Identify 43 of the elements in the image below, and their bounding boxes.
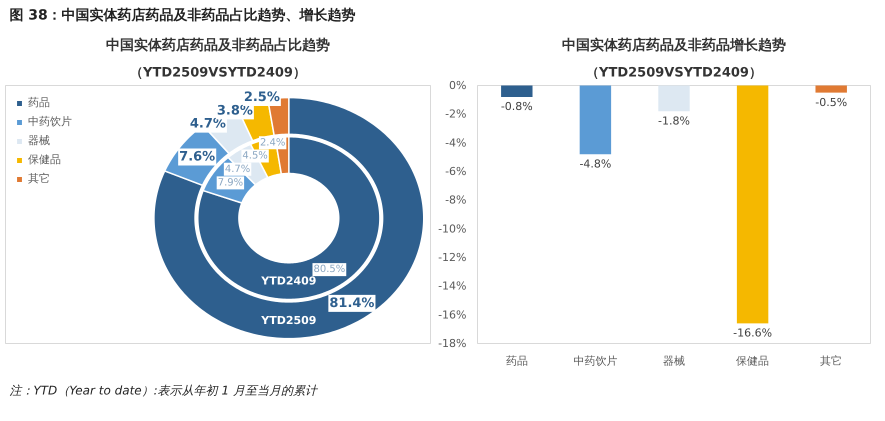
x-tick-label: 其它 <box>820 354 842 368</box>
legend-label: 药品 <box>28 95 50 110</box>
chart-title: 中国实体药店药品及非药品增长趋势 <box>562 36 786 54</box>
text: 7.6% <box>179 150 216 165</box>
slice-label: YTD2409 <box>260 274 316 288</box>
y-tick-label: -4% <box>445 136 466 150</box>
text: 注：YTD（Year to date）:表示从年初 1 月至当月的累计 <box>9 384 319 398</box>
x-tick-label: 保健品 <box>736 354 770 368</box>
legend-label: 器械 <box>28 133 50 148</box>
chart-title: 中国实体药店药品及非药品占比趋势 <box>106 36 330 54</box>
legend-label: 其它 <box>28 171 50 186</box>
slice-label: YTD2509 <box>260 314 316 327</box>
y-tick-label: -16% <box>438 308 467 322</box>
text: 81.4% <box>329 296 374 311</box>
text: 2.5% <box>244 90 280 106</box>
x-tick-label: 药品 <box>506 354 528 368</box>
text: 4.5% <box>242 150 268 162</box>
text: 2.4% <box>260 137 286 148</box>
data-label: -1.8% <box>658 114 690 128</box>
x-tick-label: 器械 <box>663 354 685 368</box>
data-label: -4.8% <box>579 157 612 170</box>
text: 4.7% <box>190 116 226 132</box>
y-tick-label: -18% <box>438 337 467 350</box>
text: 80.5% <box>313 264 346 276</box>
data-label: -16.6% <box>733 326 772 340</box>
y-tick-label: -10% <box>438 222 467 236</box>
y-tick-label: -6% <box>445 165 466 178</box>
chart-subtitle: （YTD2509VSYTD2409） <box>130 66 306 80</box>
y-tick-label: -2% <box>445 108 466 121</box>
data-label: -0.8% <box>500 100 533 114</box>
legend-label: 保健品 <box>28 152 61 167</box>
text: 3.8% <box>216 103 253 118</box>
x-tick-label: 中药饮片 <box>573 354 618 368</box>
caption: 图 38：中国实体药店药品及非药品占比趋势、增长趋势 <box>9 6 356 24</box>
legend-label: 中药饮片 <box>28 114 72 129</box>
y-tick-label: -14% <box>438 280 467 293</box>
y-tick-label: -8% <box>445 194 466 207</box>
y-tick-label: -12% <box>438 251 467 264</box>
chart-subtitle: （YTD2509VSYTD2409） <box>586 66 762 80</box>
text: 7.9% <box>218 177 244 188</box>
data-label: -0.5% <box>815 96 848 109</box>
y-tick-label: 0% <box>449 79 466 92</box>
text: 4.7% <box>224 164 250 175</box>
